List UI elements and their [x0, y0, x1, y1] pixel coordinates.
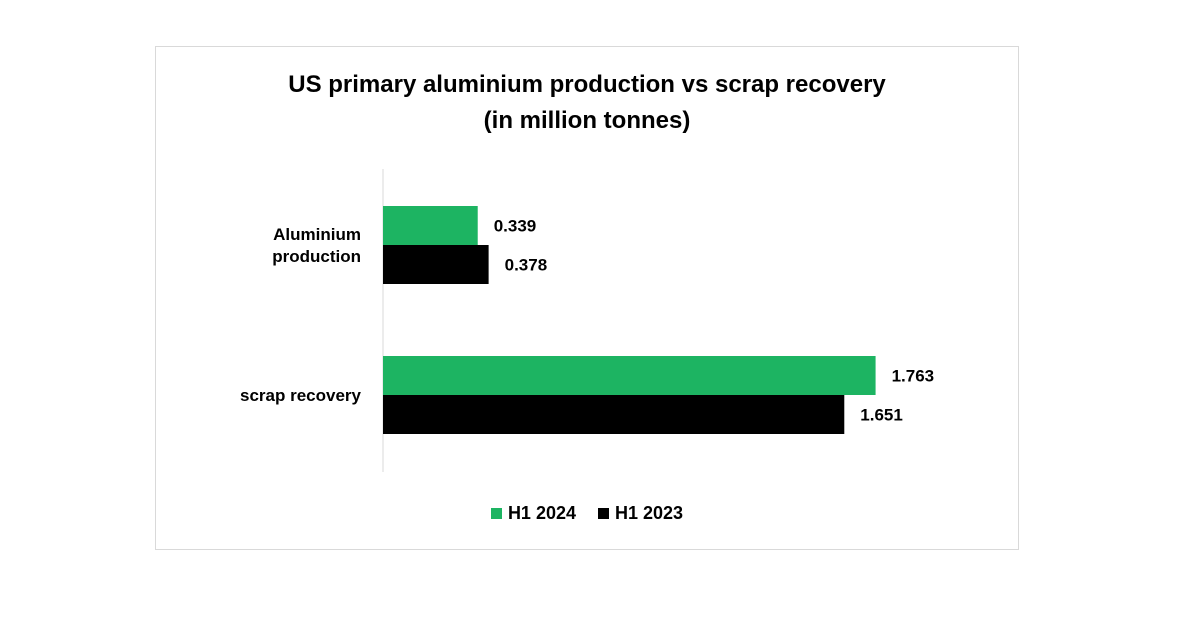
legend-item: H1 2023: [598, 503, 683, 524]
data-label: 1.763: [892, 367, 935, 386]
legend: H1 2024 H1 2023: [156, 503, 1018, 524]
bar-plot: Aluminium production 0.339 0.378 scrap recov…: [240, 169, 935, 472]
category-label: Aluminium: [273, 225, 361, 244]
data-label: 1.651: [860, 406, 903, 425]
legend-label: H1 2024: [507, 503, 576, 523]
bar-h1-2023: [383, 245, 489, 284]
chart-title-main: US primary aluminium production vs scrap…: [288, 71, 886, 98]
legend-swatch: [598, 508, 609, 519]
bar-h1-2024: [383, 356, 876, 395]
data-label: 0.378: [505, 256, 548, 275]
category-label: scrap recovery: [240, 386, 362, 405]
bar-h1-2023: [383, 395, 845, 434]
chart-title: US primary aluminium production vs scrap…: [156, 67, 1018, 139]
legend-swatch: [490, 508, 502, 519]
chart-subtitle: (in million tonnes): [483, 107, 691, 134]
chart-frame: US primary aluminium production vs scrap…: [155, 46, 1019, 550]
data-label: 0.339: [494, 217, 537, 236]
category-label: production: [272, 247, 361, 266]
legend-item: H1 2024: [490, 503, 576, 524]
legend-label: H1 2023: [615, 503, 684, 523]
bar-h1-2024: [383, 206, 478, 245]
